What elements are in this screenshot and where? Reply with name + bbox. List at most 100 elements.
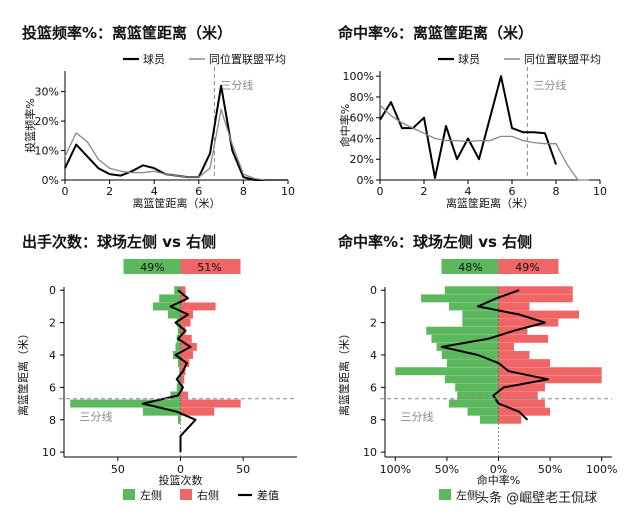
difference-line: [440, 289, 549, 421]
fg-pct-distance-chart: 命中率%：离篮筐距离（米） 0 2 4 6 8 100%20%40%60%80%100%离…: [337, 24, 607, 210]
x-tick-label: 2: [106, 185, 113, 198]
legend-swatch: [180, 489, 192, 500]
right-side-bar: [180, 326, 186, 335]
right-side-bar: [498, 310, 579, 319]
summary-left-pct: 48%: [458, 261, 482, 274]
y-axis-label: 离篮筐距离（米）: [337, 328, 351, 416]
difference-line: [141, 289, 197, 453]
left-side-bar: [177, 359, 181, 368]
right-side-bar: [498, 383, 545, 392]
summary-right-pct: 51%: [197, 261, 221, 274]
right-side-bar: [498, 302, 530, 311]
series-line-league: [64, 108, 288, 181]
left-side-bar: [436, 342, 499, 351]
y-tick-label: 4: [370, 349, 377, 362]
y-tick-label: 0: [49, 284, 56, 297]
right-side-bar: [498, 399, 545, 408]
series-line-player: [64, 84, 288, 181]
legend-label: 左侧: [456, 489, 478, 502]
chart-title: 命中率%：球场左侧 vs 右侧: [337, 233, 532, 251]
y-axis-label: 投篮频率%: [23, 98, 37, 152]
right-side-bar: [498, 342, 514, 351]
right-side-bar: [180, 399, 241, 408]
left-side-bar: [152, 302, 181, 311]
x-tick-label: 50: [236, 463, 250, 476]
legend-label: 右侧: [197, 488, 219, 502]
y-tick-label: 8: [49, 414, 56, 427]
three-point-label: 三分线: [533, 78, 566, 92]
three-point-label: 三分线: [80, 410, 113, 424]
y-tick-label: 30%: [35, 86, 59, 99]
legend-label: 同位置联盟平均: [524, 52, 601, 66]
y-tick-label: 10: [42, 446, 56, 459]
y-tick-label: 0: [370, 284, 377, 297]
left-side-bar: [441, 351, 499, 359]
left-side-bar: [159, 294, 181, 303]
left-side-bar: [395, 367, 499, 376]
left-side-bar: [446, 359, 499, 368]
summary-left-bar: [123, 259, 181, 274]
right-side-bar: [180, 286, 186, 295]
frequency-distance-chart: 投篮频率%：离篮筐距离（米） 0 2 4 6 8 10 0% 10% 20% 30% 离篮筐距离（米…: [22, 24, 295, 210]
left-side-bar: [176, 318, 181, 327]
left-side-bar: [177, 415, 181, 424]
right-side-bar: [180, 407, 215, 416]
three-point-label: 三分线: [401, 410, 434, 424]
right-side-bar: [180, 294, 186, 303]
left-side-bar: [70, 399, 181, 408]
left-side-bar: [462, 310, 499, 319]
summary-left-bar: [441, 259, 499, 274]
x-tick-label: 0: [377, 185, 384, 198]
right-side-bar: [498, 286, 573, 295]
legend-label: 差值: [257, 488, 279, 502]
x-axis-label: 投篮次数: [159, 473, 203, 487]
left-side-bar: [177, 375, 181, 384]
left-side-bar: [448, 302, 499, 311]
right-side-bar: [498, 318, 559, 327]
x-tick-label: 0%: [490, 463, 507, 476]
x-tick-label: 4: [465, 185, 472, 198]
left-side-bar: [444, 375, 499, 384]
left-side-bar: [467, 407, 499, 416]
y-tick-label: 20%: [350, 153, 374, 166]
right-side-bar: [180, 359, 190, 368]
series-line-player: [379, 75, 557, 179]
x-tick-label: 100%: [586, 463, 617, 476]
x-tick-label: 4: [151, 185, 158, 198]
y-tick-label: 0%: [357, 174, 374, 187]
left-side-bar: [142, 407, 181, 416]
right-side-bar: [180, 302, 216, 311]
x-tick-label: 8: [553, 185, 560, 198]
right-side-bar: [498, 351, 530, 359]
left-side-bar: [431, 334, 499, 343]
y-axis-label: 命中率%: [338, 104, 352, 147]
x-tick-label: 50%: [538, 463, 562, 476]
y-tick-label: 10%: [35, 145, 59, 158]
right-side-bar: [498, 415, 522, 424]
y-tick-label: 2: [370, 317, 377, 330]
x-tick-label: 10: [593, 185, 607, 198]
y-tick-label: 6: [49, 381, 56, 394]
y-tick-label: 100%: [343, 70, 374, 83]
left-side-bar: [462, 318, 499, 327]
x-tick-label: 2: [421, 185, 428, 198]
y-axis-label: 离篮筐距离（米）: [16, 328, 30, 416]
x-tick-label: 6: [195, 185, 202, 198]
left-side-bar: [479, 415, 499, 424]
three-point-label: 三分线: [220, 78, 253, 92]
y-tick-label: 6: [370, 381, 377, 394]
right-side-bar: [498, 334, 549, 343]
left-side-bar: [176, 383, 181, 392]
series-line-league: [379, 104, 589, 181]
x-axis-label: 离篮筐距离（米）: [446, 196, 534, 210]
legend-label: 球员: [458, 52, 480, 66]
y-tick-label: 40%: [350, 132, 374, 145]
left-side-bar: [177, 326, 181, 335]
y-tick-label: 4: [49, 349, 56, 362]
x-tick-label: 8: [240, 185, 247, 198]
left-side-bar: [179, 367, 181, 376]
y-tick-label: 20%: [35, 115, 59, 128]
left-side-bar: [457, 391, 499, 400]
